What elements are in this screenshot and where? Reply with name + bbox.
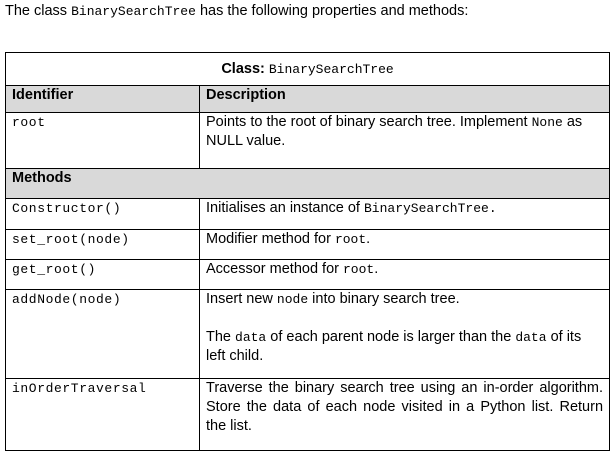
root-desc-code: None	[531, 115, 563, 130]
intro-suffix: has the following properties and methods…	[195, 3, 469, 19]
table-title-class: BinarySearchTree	[268, 61, 394, 77]
constructor-desc-code: BinarySearchTree	[363, 201, 489, 216]
header-description: Description	[198, 85, 611, 113]
identifier-add-node: addNode(node)	[5, 289, 200, 379]
add-node-paragraph-1: Insert new node into binary search tree.	[206, 290, 603, 309]
identifier-set-root: set_root(node)	[5, 229, 200, 260]
add-node-p1-code: node	[276, 292, 309, 307]
description-get-root: Accessor method for root.	[198, 259, 611, 290]
get-root-desc-end: .	[374, 261, 379, 277]
constructor-desc-text: Initialises an instance of	[206, 200, 364, 216]
table-header-row: Identifier Description	[5, 85, 611, 113]
description-set-root: Modifier method for root.	[198, 229, 611, 260]
add-node-p1-end: into binary search tree.	[308, 291, 460, 307]
constructor-desc-end: .	[488, 201, 497, 216]
table-row: Constructor() Initialises an instance of…	[5, 198, 611, 230]
methods-header-row: Methods	[4, 168, 611, 199]
intro-text: The class BinarySearchTree has the follo…	[5, 2, 468, 21]
class-spec-table: Class: BinarySearchTree Identifier Descr…	[4, 52, 611, 451]
description-add-node: Insert new node into binary search tree.…	[198, 289, 611, 379]
root-desc-text: Points to the root of binary search tree…	[206, 114, 532, 130]
description-root: Points to the root of binary search tree…	[198, 112, 611, 169]
header-identifier: Identifier	[5, 85, 200, 113]
identifier-root: root	[5, 112, 200, 169]
identifier-in-order-traversal: inOrderTraversal	[5, 378, 200, 451]
table-row: set_root(node) Modifier method for root.	[5, 229, 611, 260]
add-node-p2-end: of its left child.	[206, 329, 582, 364]
get-root-desc-text: Accessor method for	[206, 261, 343, 277]
description-constructor: Initialises an instance of BinarySearchT…	[198, 198, 611, 230]
add-node-p2-code-1: data	[235, 330, 267, 345]
methods-header: Methods	[4, 168, 611, 199]
set-root-desc-code: root	[334, 232, 367, 247]
table-title: Class: BinarySearchTree	[4, 52, 611, 86]
description-in-order-traversal: Traverse the binary search tree using an…	[198, 378, 611, 451]
table-title-label: Class:	[221, 60, 265, 77]
intro-class-name: BinarySearchTree	[71, 4, 196, 19]
set-root-desc-text: Modifier method for	[206, 231, 335, 247]
identifier-constructor: Constructor()	[5, 198, 200, 230]
table-row: inOrderTraversal Traverse the binary sea…	[5, 378, 611, 451]
table-title-row: Class: BinarySearchTree	[4, 52, 611, 86]
get-root-desc-code: root	[343, 262, 375, 277]
add-node-p2-middle: of each parent node is larger than the	[266, 329, 516, 345]
add-node-p2-code-2: data	[515, 330, 547, 345]
table-row: get_root() Accessor method for root.	[5, 259, 611, 290]
identifier-get-root: get_root()	[5, 259, 200, 290]
intro-prefix: The class	[5, 3, 72, 19]
set-root-desc-end: .	[366, 231, 371, 247]
add-node-p2-text: The	[206, 329, 236, 345]
add-node-p1-text: Insert new	[206, 291, 277, 307]
table-row: addNode(node) Insert new node into binar…	[5, 289, 611, 379]
add-node-paragraph-2: The data of each parent node is larger t…	[206, 328, 603, 366]
root-desc-text-end: as NULL value.	[206, 114, 583, 149]
table-row: root Points to the root of binary search…	[5, 112, 611, 169]
